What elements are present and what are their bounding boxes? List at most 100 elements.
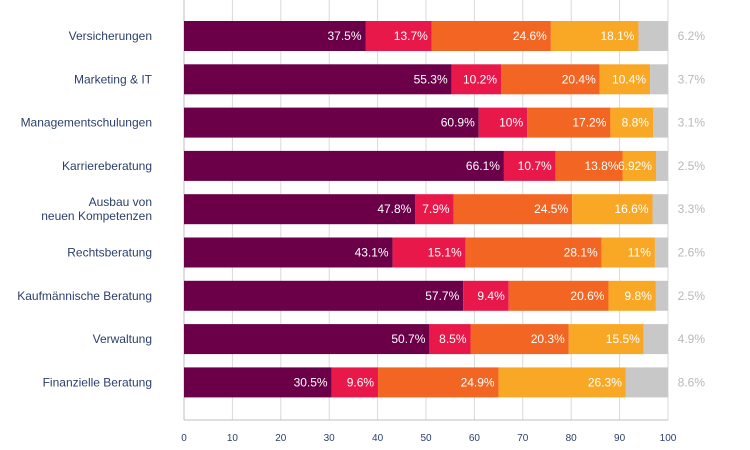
bar-segment: [625, 367, 668, 398]
bar-segment: [184, 107, 479, 138]
remainder-value-label: 8.6%: [678, 375, 706, 389]
segment-value-label: 16.6%: [614, 202, 648, 216]
bar-segment: [184, 280, 464, 311]
bar-segment: [654, 237, 668, 268]
segment-value-label: 13.8%: [584, 159, 618, 173]
segment-value-label: 50.7%: [391, 332, 425, 346]
bar-segments: [184, 21, 668, 398]
segment-value-label: 8.5%: [439, 332, 467, 346]
bar-segment: [555, 150, 623, 181]
segment-value-label: 60.9%: [441, 116, 475, 130]
bar-segment: [650, 64, 668, 95]
category-label: Kaufmännische Beratung: [17, 289, 152, 303]
x-tick-label: 70: [517, 433, 529, 444]
bar-segment: [331, 367, 379, 398]
category-label: Karriereberatung: [62, 159, 152, 173]
segment-value-label: 66.1%: [466, 159, 500, 173]
segment-value-label: 24.6%: [513, 29, 547, 43]
bar-segment: [599, 64, 651, 95]
category-label: Ausbau von: [89, 195, 152, 209]
segment-value-label: 20.4%: [562, 72, 596, 86]
segment-value-label: 13.7%: [394, 29, 428, 43]
bar-segment: [508, 280, 609, 311]
category-label: Managementschulungen: [21, 116, 152, 130]
bar-segment: [453, 194, 573, 225]
bar-segment: [608, 280, 656, 311]
segment-value-label: 11%: [628, 246, 651, 260]
segment-value-label: 6.92%: [618, 159, 652, 173]
x-tick-label: 100: [660, 433, 677, 444]
category-label: Finanzielle Beratung: [43, 375, 152, 389]
segment-value-label: 9.8%: [625, 289, 653, 303]
bar-segment: [550, 21, 639, 51]
remainder-value-label: 3.3%: [678, 202, 706, 216]
bar-segment: [610, 107, 653, 138]
bar-segment: [451, 64, 502, 95]
bar-segment: [365, 21, 432, 51]
bar-segment: [465, 237, 602, 268]
segment-value-label: 20.3%: [531, 332, 565, 346]
bar-segment: [527, 107, 611, 138]
bar-segment: [378, 367, 499, 398]
x-tick-label: 10: [227, 433, 239, 444]
remainder-value-label: 6.2%: [678, 29, 706, 43]
bar-segment: [184, 324, 430, 355]
segment-value-label: 28.1%: [564, 246, 598, 260]
x-tick-label: 90: [614, 433, 626, 444]
segment-value-label: 18.1%: [600, 29, 634, 43]
segment-value-label: 26.3%: [588, 375, 622, 389]
segment-value-label: 15.5%: [606, 332, 640, 346]
bar-segment: [655, 150, 668, 181]
segment-value-label: 24.5%: [534, 202, 568, 216]
bar-segment: [568, 324, 644, 355]
category-label: neuen Kompetenzen: [41, 209, 152, 223]
segment-value-label: 30.5%: [294, 375, 328, 389]
category-label: Verwaltung: [93, 332, 152, 346]
remainder-value-label: 2.5%: [678, 159, 706, 173]
bar-segment: [184, 237, 393, 268]
x-tick-label: 0: [181, 433, 187, 444]
segment-value-label: 24.9%: [461, 375, 495, 389]
x-tick-label: 50: [420, 433, 432, 444]
category-label: Marketing & IT: [74, 72, 153, 86]
bar-segment: [622, 150, 656, 181]
segment-value-label: 10.7%: [518, 159, 552, 173]
x-tick-label: 80: [566, 433, 578, 444]
bar-segment: [652, 194, 668, 225]
bar-segment: [429, 324, 471, 355]
bar-segment: [431, 21, 551, 51]
segment-labels: 37.5% 13.7% 24.6% 18.1% 6.2% 55.3% 10.2% 20.4% 1…: [294, 29, 706, 389]
segment-value-label: 7.9%: [422, 202, 450, 216]
segment-value-label: 9.4%: [477, 289, 505, 303]
bar-segment: [643, 324, 668, 355]
bar-segment: [503, 150, 556, 181]
bar-segment: [601, 237, 655, 268]
bar-segment: [478, 107, 528, 138]
segment-value-label: 20.6%: [570, 289, 604, 303]
category-labels: Versicherungen Marketing & IT Managementsc…: [17, 29, 152, 389]
bar-segment: [572, 194, 653, 225]
x-tick-label: 60: [469, 433, 481, 444]
bar-segment: [184, 194, 416, 225]
bar-segment: [463, 280, 509, 311]
segment-value-label: 15.1%: [428, 246, 462, 260]
remainder-value-label: 2.6%: [678, 246, 706, 260]
category-label: Versicherungen: [69, 29, 152, 43]
segment-value-label: 55.3%: [414, 72, 448, 86]
bar-segment: [501, 64, 600, 95]
remainder-value-label: 4.9%: [678, 332, 706, 346]
bar-segment: [184, 64, 452, 95]
segment-value-label: 8.8%: [622, 116, 650, 130]
bar-segment: [655, 280, 668, 311]
bar-segment: [184, 367, 332, 398]
bar-segment: [638, 21, 668, 51]
remainder-value-label: 3.7%: [678, 72, 706, 86]
x-axis-ticks: 0 10 20 30 40 50 60 70 80 90 100: [181, 433, 677, 444]
segment-value-label: 37.5%: [327, 29, 361, 43]
bar-segment: [392, 237, 466, 268]
x-tick-label: 20: [275, 433, 287, 444]
remainder-value-label: 2.5%: [678, 289, 706, 303]
segment-value-label: 10%: [499, 116, 523, 130]
segment-value-label: 10.2%: [463, 72, 497, 86]
